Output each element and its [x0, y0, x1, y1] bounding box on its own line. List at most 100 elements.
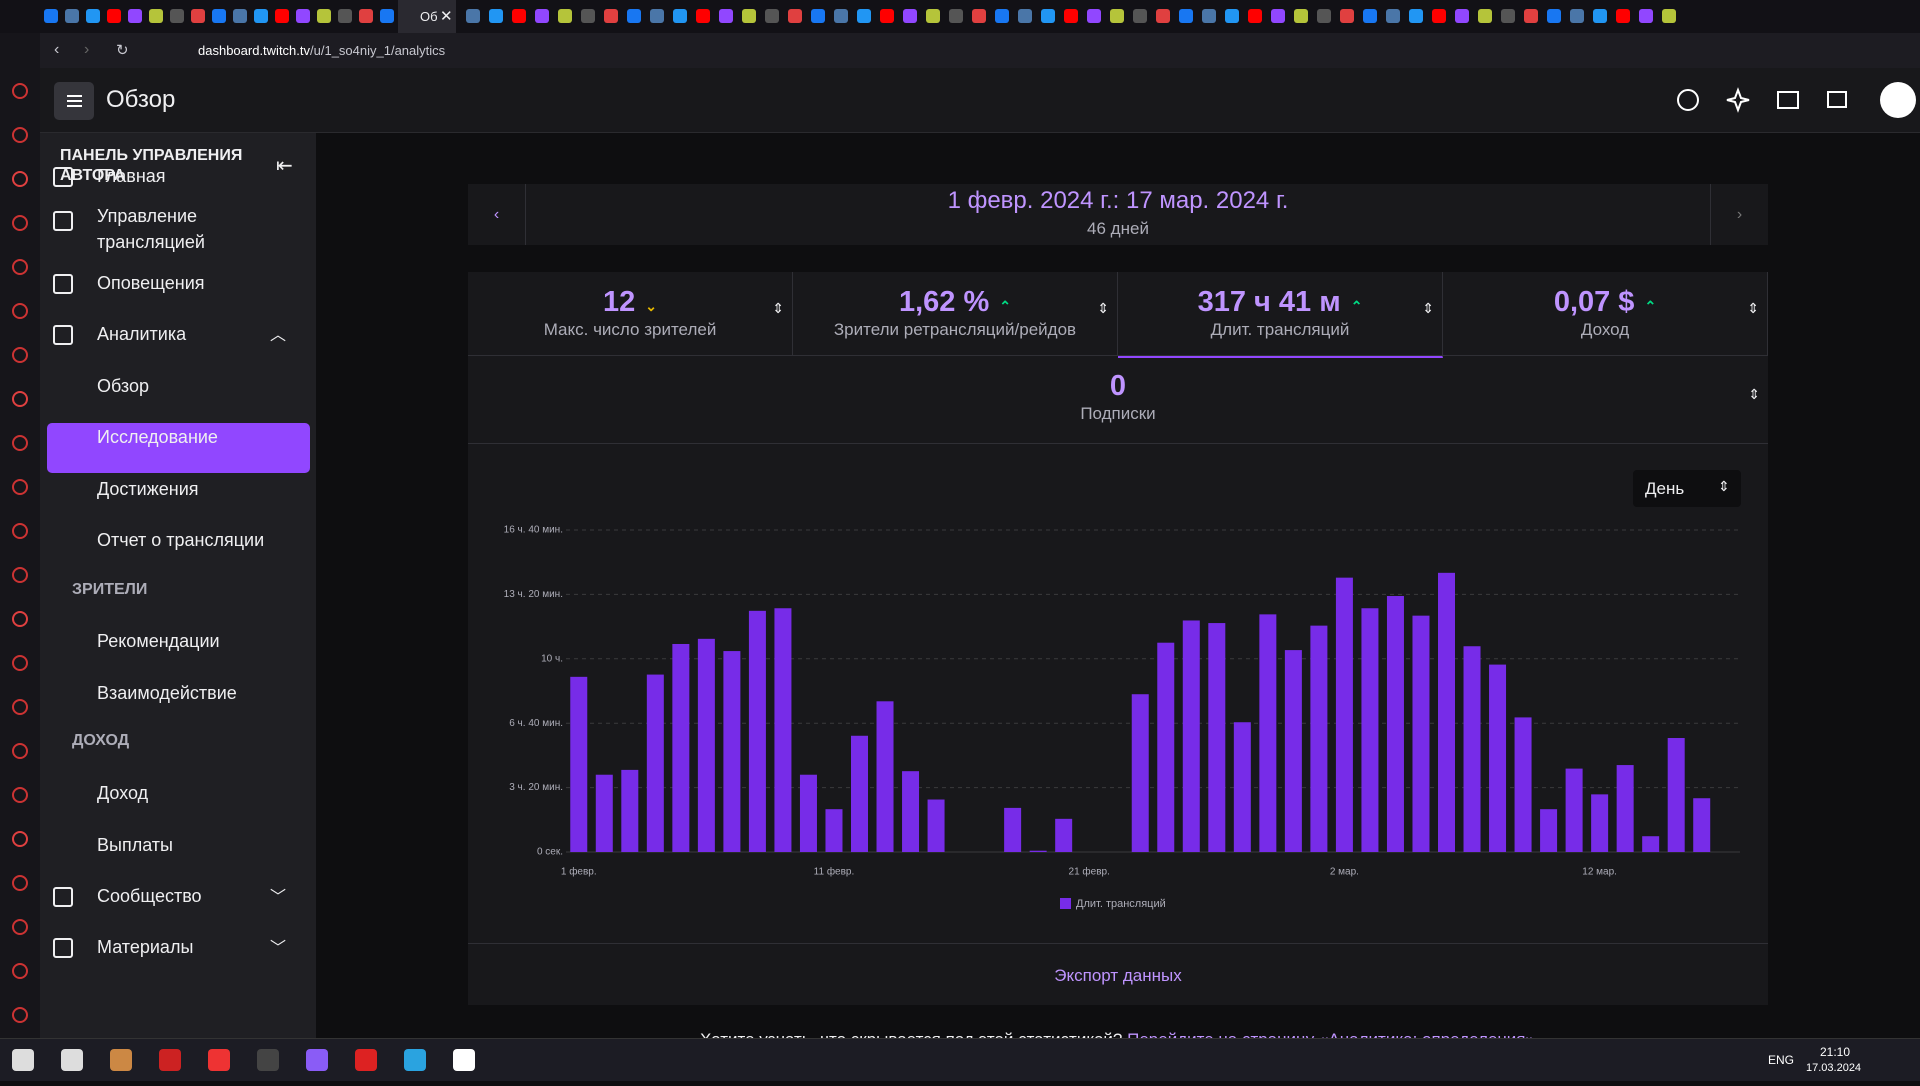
sidebar-app[interactable]	[12, 391, 28, 407]
tab-icon[interactable]	[233, 9, 247, 23]
tab-icon[interactable]	[1110, 9, 1124, 23]
back-button[interactable]: ‹	[54, 41, 60, 58]
nav-item[interactable]: Сообщество	[97, 886, 202, 906]
nav-item[interactable]: Обзор	[97, 376, 149, 396]
forward-button[interactable]: ›	[84, 41, 90, 58]
tab-icon[interactable]	[1478, 9, 1492, 23]
tab-icon[interactable]	[535, 9, 549, 23]
tab-icon[interactable]	[1271, 9, 1285, 23]
stat-card[interactable]: 0 Подписки ⇕	[468, 355, 1768, 445]
tab-icon[interactable]	[1340, 9, 1354, 23]
taskbar-app[interactable]	[208, 1049, 230, 1071]
tab-icon[interactable]	[191, 9, 205, 23]
tab-icon[interactable]	[1593, 9, 1607, 23]
tab-icon[interactable]	[788, 9, 802, 23]
sidebar-app[interactable]	[12, 171, 28, 187]
whisper-icon[interactable]	[1827, 91, 1847, 108]
tab-icon[interactable]	[1133, 9, 1147, 23]
tab-icon[interactable]	[359, 9, 373, 23]
tab-icon[interactable]	[1386, 9, 1400, 23]
chevron[interactable]: ﹀	[270, 940, 287, 957]
tab-icon[interactable]	[1524, 9, 1538, 23]
sidebar-app[interactable]	[12, 963, 28, 979]
tab-icon[interactable]	[1570, 9, 1584, 23]
sidebar-app[interactable]	[12, 479, 28, 495]
active-tab[interactable]: Об ✕	[398, 0, 456, 33]
sidebar-app[interactable]	[12, 787, 28, 803]
tab-icon[interactable]	[1616, 9, 1630, 23]
tab-icon[interactable]	[1156, 9, 1170, 23]
tab-icon[interactable]	[107, 9, 121, 23]
tab-icon[interactable]	[1317, 9, 1331, 23]
stat-card[interactable]: 1,62 % ⌃ Зрители ретрансляций/рейдов ⇕	[793, 272, 1118, 355]
sidebar-app[interactable]	[12, 215, 28, 231]
tab-icon[interactable]	[380, 9, 394, 23]
tab-icon[interactable]	[1432, 9, 1446, 23]
tab-icon[interactable]	[696, 9, 710, 23]
tab-icon[interactable]	[338, 9, 352, 23]
tab-icon[interactable]	[1248, 9, 1262, 23]
tab-icon[interactable]	[627, 9, 641, 23]
sidebar-app[interactable]	[12, 611, 28, 627]
taskbar-app[interactable]	[110, 1049, 132, 1071]
tab-icon[interactable]	[880, 9, 894, 23]
tab-icon[interactable]	[1547, 9, 1561, 23]
sidebar-app[interactable]	[12, 523, 28, 539]
tab-icon[interactable]	[604, 9, 618, 23]
sidebar-app[interactable]	[12, 875, 28, 891]
taskbar-app[interactable]	[12, 1049, 34, 1071]
nav-item[interactable]: Достижения	[97, 479, 199, 499]
nav-item[interactable]: Исследование	[97, 427, 218, 447]
sidebar-app[interactable]	[12, 567, 28, 583]
taskbar-app[interactable]	[257, 1049, 279, 1071]
tab-icon[interactable]	[489, 9, 503, 23]
tab-icon[interactable]	[317, 9, 331, 23]
help-icon[interactable]	[1677, 89, 1699, 111]
tab-icon[interactable]	[275, 9, 289, 23]
tab-icon[interactable]	[512, 9, 526, 23]
prev-period[interactable]: ‹	[468, 184, 526, 245]
tab-icon[interactable]	[254, 9, 268, 23]
tab-icon[interactable]	[1018, 9, 1032, 23]
tab-icon[interactable]	[1363, 9, 1377, 23]
tab-icon[interactable]	[44, 9, 58, 23]
tab-icon[interactable]	[581, 9, 595, 23]
tab-icon[interactable]	[1294, 9, 1308, 23]
chevron[interactable]: ﹀	[270, 889, 287, 906]
sidebar-app[interactable]	[12, 1007, 28, 1023]
taskbar-app[interactable]	[61, 1049, 83, 1071]
tab-icon[interactable]	[650, 9, 664, 23]
nav-item[interactable]: Рекомендации	[97, 631, 220, 651]
nav-item[interactable]: Аналитика	[97, 324, 187, 344]
tab-icon[interactable]	[558, 9, 572, 23]
nav-item[interactable]: Управление трансляцией	[97, 206, 205, 252]
nav-item[interactable]: Отчет о трансляции	[97, 530, 265, 550]
tab-icon[interactable]	[811, 9, 825, 23]
tab-icon[interactable]	[1064, 9, 1078, 23]
taskbar-app[interactable]	[159, 1049, 181, 1071]
tab-icon[interactable]	[765, 9, 779, 23]
nav-item[interactable]: Материалы	[97, 937, 194, 957]
taskbar-app[interactable]	[355, 1049, 377, 1071]
next-period[interactable]: ›	[1710, 184, 1768, 245]
sparkle-icon[interactable]	[1726, 87, 1750, 113]
reload-button[interactable]: ↻	[116, 42, 129, 59]
menu-button[interactable]	[54, 82, 94, 120]
tab-icon[interactable]	[212, 9, 226, 23]
tab-icon[interactable]	[149, 9, 163, 23]
taskbar-app[interactable]	[453, 1049, 475, 1071]
sidebar-app[interactable]	[12, 831, 28, 847]
sidebar-app[interactable]	[12, 303, 28, 319]
sidebar-app[interactable]	[12, 743, 28, 759]
tab-icon[interactable]	[1041, 9, 1055, 23]
interval-select[interactable]: День ⇕	[1633, 470, 1741, 507]
tab-icon[interactable]	[1225, 9, 1239, 23]
chevron[interactable]: ︿	[270, 327, 287, 344]
tab-icon[interactable]	[1501, 9, 1515, 23]
tab-icon[interactable]	[995, 9, 1009, 23]
tab-icon[interactable]	[1455, 9, 1469, 23]
avatar[interactable]	[1880, 82, 1916, 118]
tab-icon[interactable]	[1202, 9, 1216, 23]
export-link[interactable]: Экспорт данных	[1054, 966, 1182, 985]
tab-icon[interactable]	[65, 9, 79, 23]
